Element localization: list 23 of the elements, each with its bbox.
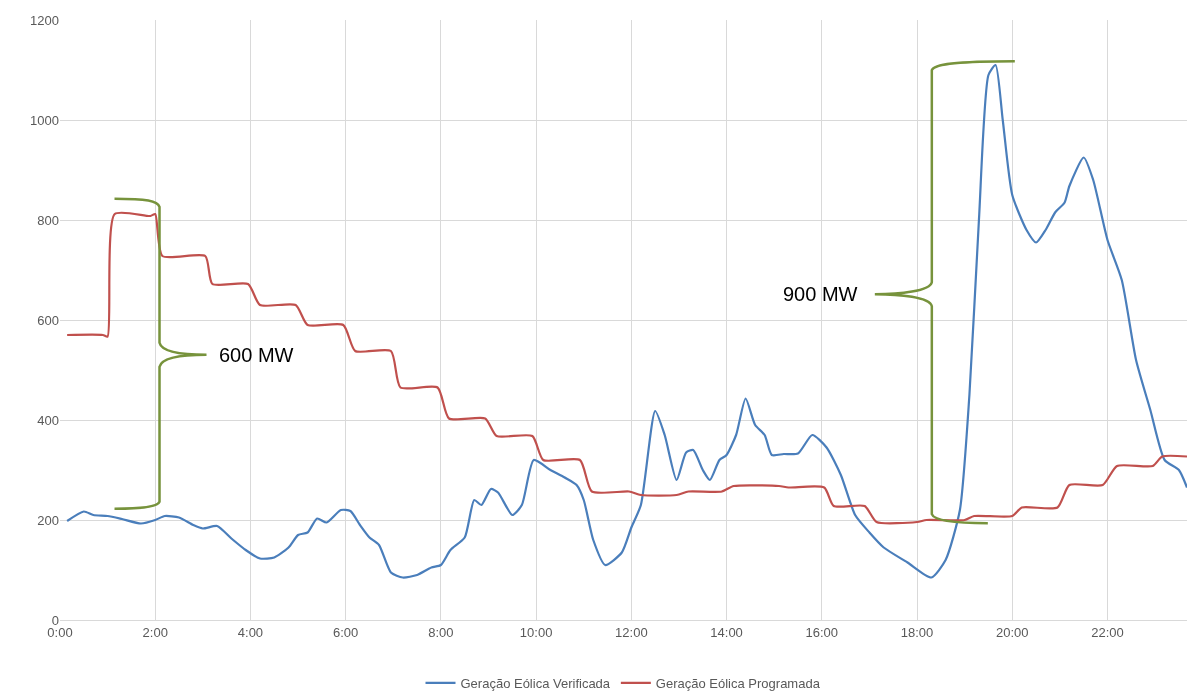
x-tick-label: 20:00 [995, 624, 1029, 640]
y-tick-label: 600 [37, 312, 59, 328]
x-tick-label: 22:00 [1091, 624, 1124, 640]
annotation: 900 MW [783, 283, 858, 305]
legend-label: Geração Eólica Programada [655, 676, 821, 692]
x-tick-label: 12:00 [615, 624, 648, 640]
y-tick-label: 800 [37, 212, 59, 228]
annotation: 600 MW [219, 344, 294, 366]
legend-label: Geração Eólica Verificada [460, 676, 611, 692]
x-tick-label: 8:00 [428, 624, 454, 640]
y-tick-label: 200 [37, 512, 59, 528]
y-tick-label: 1200 [30, 12, 59, 28]
x-tick-label: 6:00 [333, 624, 359, 640]
x-tick-label: 10:00 [519, 624, 553, 640]
y-tick-label: 400 [37, 412, 59, 428]
x-tick-label: 4:00 [237, 624, 264, 640]
line-series [66, 211, 1187, 525]
x-tick-label: 14:00 [710, 624, 743, 640]
x-tick-label: 2:00 [142, 624, 168, 640]
y-tick-label: 1000 [30, 112, 59, 128]
x-tick-label: 18:00 [900, 624, 934, 640]
line-series [66, 63, 1187, 579]
x-tick-label: 16:00 [805, 624, 839, 640]
